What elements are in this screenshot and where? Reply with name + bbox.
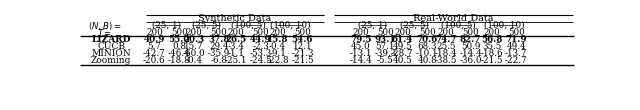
Text: 200: 200 [483,28,500,37]
Text: 12.1: 12.1 [292,42,312,51]
Text: (100, 10): (100, 10) [269,21,310,30]
Text: 200: 200 [186,28,202,37]
Text: -13.1: -13.1 [349,49,372,58]
Text: -46.4: -46.4 [168,49,191,58]
Text: $T =$: $T =$ [97,27,113,38]
Text: -6.8: -6.8 [210,56,227,65]
Text: 5.7: 5.7 [147,42,161,51]
Text: 40.9: 40.9 [144,35,165,44]
Text: -5.5: -5.5 [377,56,394,65]
Text: 200: 200 [394,28,411,37]
Text: 25.5: 25.5 [436,42,456,51]
Text: 0.8: 0.8 [172,42,186,51]
Text: -21.3: -21.3 [291,49,314,58]
Text: -1.1: -1.1 [227,49,244,58]
Text: -3.4: -3.4 [227,42,244,51]
Text: 37.8: 37.8 [208,35,229,44]
Text: -18.8: -18.8 [168,56,191,65]
Text: 500: 500 [211,28,227,37]
Text: 61.4: 61.4 [392,35,413,44]
Text: 93.1: 93.1 [374,35,396,44]
Text: 74.7: 74.7 [435,35,456,44]
Text: (100, 10): (100, 10) [484,21,524,30]
Text: -60.0: -60.0 [182,49,205,58]
Text: LIZARD: LIZARD [92,35,131,44]
Text: 200: 200 [352,28,369,37]
Text: (100, 5): (100, 5) [231,21,266,30]
Text: 55.0: 55.0 [168,35,190,44]
Text: CUCB: CUCB [97,42,125,51]
Text: -9.1: -9.1 [269,49,286,58]
Text: 57.1: 57.1 [376,42,395,51]
Text: -0.4: -0.4 [186,56,202,65]
Text: 200: 200 [146,28,163,37]
Text: 79.5: 79.5 [350,35,371,44]
Text: 500: 500 [508,28,525,37]
Text: 15.8: 15.8 [267,35,289,44]
Text: $(N, B) =$: $(N, B) =$ [88,19,122,32]
Text: 49.5: 49.5 [393,42,412,51]
Text: 49.4: 49.4 [506,42,526,51]
Text: 500: 500 [171,28,188,37]
Text: 200: 200 [269,28,286,37]
Text: 500: 500 [419,28,436,37]
Text: -24.5: -24.5 [249,56,272,65]
Text: -20.6: -20.6 [143,56,166,65]
Text: 500: 500 [294,28,311,37]
Text: -38.5: -38.5 [435,56,457,65]
Text: -22.8: -22.8 [266,56,289,65]
Text: 70.6: 70.6 [417,35,438,44]
Text: 56.8: 56.8 [481,35,502,44]
Text: (100, 5): (100, 5) [441,21,476,30]
Text: 500: 500 [462,28,479,37]
Text: (25, 5): (25, 5) [192,21,221,30]
Text: -2.3: -2.3 [252,42,269,51]
Text: -21.5: -21.5 [291,56,314,65]
Text: -10.1: -10.1 [416,49,438,58]
Text: 15.7: 15.7 [184,42,204,51]
Text: -14.4: -14.4 [459,49,482,58]
Text: 45.0: 45.0 [351,42,371,51]
Text: -25.1: -25.1 [225,56,247,65]
Text: 29.4: 29.4 [209,42,228,51]
Text: (25, 1): (25, 1) [152,21,181,30]
Text: Real-World Data: Real-World Data [413,14,494,23]
Text: -0.4: -0.4 [269,42,286,51]
Text: -39.3: -39.3 [374,49,396,58]
Text: -28.7: -28.7 [391,49,413,58]
Text: 35.5: 35.5 [482,42,501,51]
Text: -18.4: -18.4 [435,49,457,58]
Text: 500: 500 [377,28,394,37]
Text: 20.3: 20.3 [184,35,205,44]
Text: 40.8: 40.8 [417,56,437,65]
Text: 68.3: 68.3 [417,42,437,51]
Text: (25, 1): (25, 1) [358,21,387,30]
Text: 500: 500 [252,28,269,37]
Text: -14.4: -14.4 [349,56,372,65]
Text: 71.9: 71.9 [506,35,527,44]
Text: -42.7: -42.7 [143,49,166,58]
Text: Zooming: Zooming [91,56,131,65]
Text: 50.9: 50.9 [461,42,480,51]
Text: (25, 5): (25, 5) [400,21,429,30]
Text: -35.9: -35.9 [207,49,230,58]
Text: 40.5: 40.5 [392,56,412,65]
Text: 54.6: 54.6 [292,35,313,44]
Text: 26.5: 26.5 [225,35,246,44]
Text: -36.0: -36.0 [460,56,482,65]
Text: 44.9: 44.9 [250,35,271,44]
Text: -18.6: -18.6 [480,49,503,58]
Text: Synthetic Data: Synthetic Data [198,14,271,23]
Text: -21.5: -21.5 [480,56,503,65]
Text: 200: 200 [437,28,454,37]
Text: MINION: MINION [91,49,131,58]
Text: 200: 200 [227,28,244,37]
Text: 82.7: 82.7 [460,35,481,44]
Text: -22.7: -22.7 [505,56,527,65]
Text: -53.3: -53.3 [250,49,272,58]
Text: -13.7: -13.7 [505,49,527,58]
